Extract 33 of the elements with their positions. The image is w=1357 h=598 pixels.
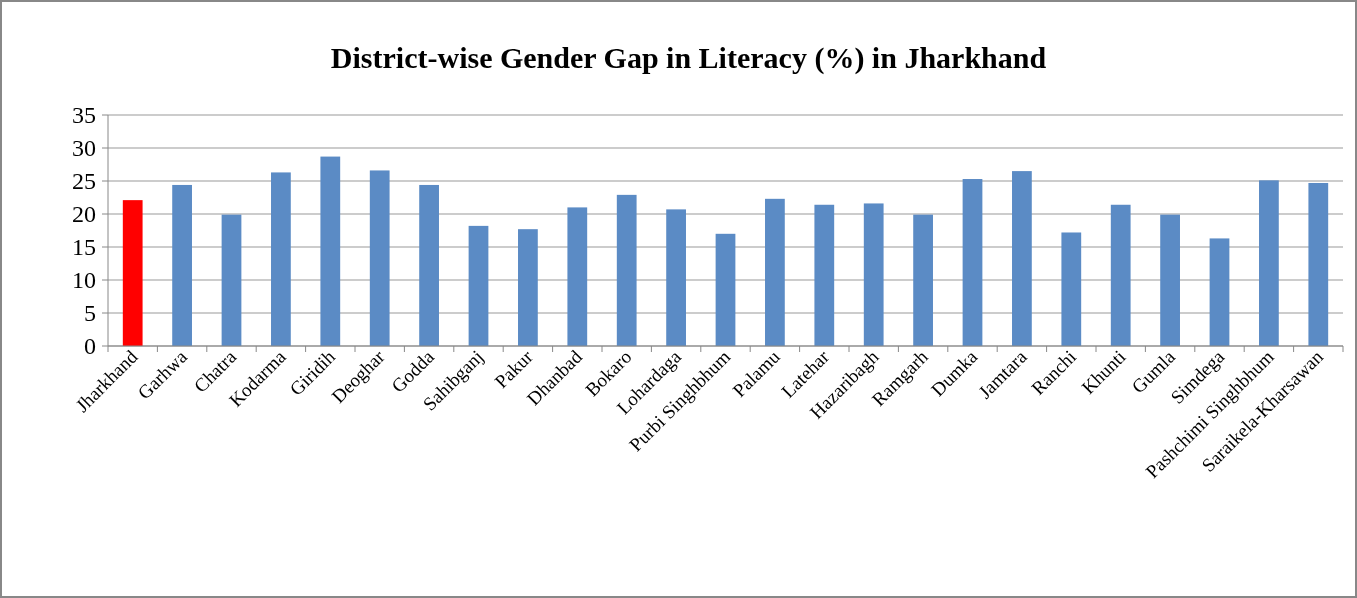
y-tick-label: 25 xyxy=(72,168,96,195)
y-tick-label: 30 xyxy=(72,135,96,162)
bar xyxy=(913,214,933,346)
bar xyxy=(1209,238,1230,346)
bar xyxy=(765,198,785,346)
bar xyxy=(814,204,835,346)
bar xyxy=(715,233,736,346)
y-tick-label: 5 xyxy=(84,300,96,327)
y-tick-label: 10 xyxy=(72,267,96,294)
bar xyxy=(616,194,637,346)
chart-title: District-wise Gender Gap in Literacy (%) in Jharkhand xyxy=(330,41,1047,75)
bar xyxy=(468,225,489,346)
bar xyxy=(1061,232,1082,346)
bar xyxy=(666,209,686,346)
bar xyxy=(1160,214,1180,346)
bar xyxy=(1308,182,1329,346)
bar xyxy=(962,179,983,346)
bar xyxy=(320,156,341,346)
bar xyxy=(1012,171,1032,346)
bar xyxy=(172,184,192,346)
bar xyxy=(369,170,390,346)
bar xyxy=(863,203,884,346)
bar xyxy=(1110,204,1131,346)
bar xyxy=(1259,180,1279,346)
bar xyxy=(221,214,242,346)
bar xyxy=(122,200,143,346)
y-tick-label: 15 xyxy=(72,234,96,261)
bar xyxy=(271,172,291,346)
bar xyxy=(518,229,538,346)
bar xyxy=(419,184,439,346)
y-tick-label: 35 xyxy=(72,102,96,129)
y-tick-label: 20 xyxy=(72,201,96,228)
bar xyxy=(567,207,588,346)
